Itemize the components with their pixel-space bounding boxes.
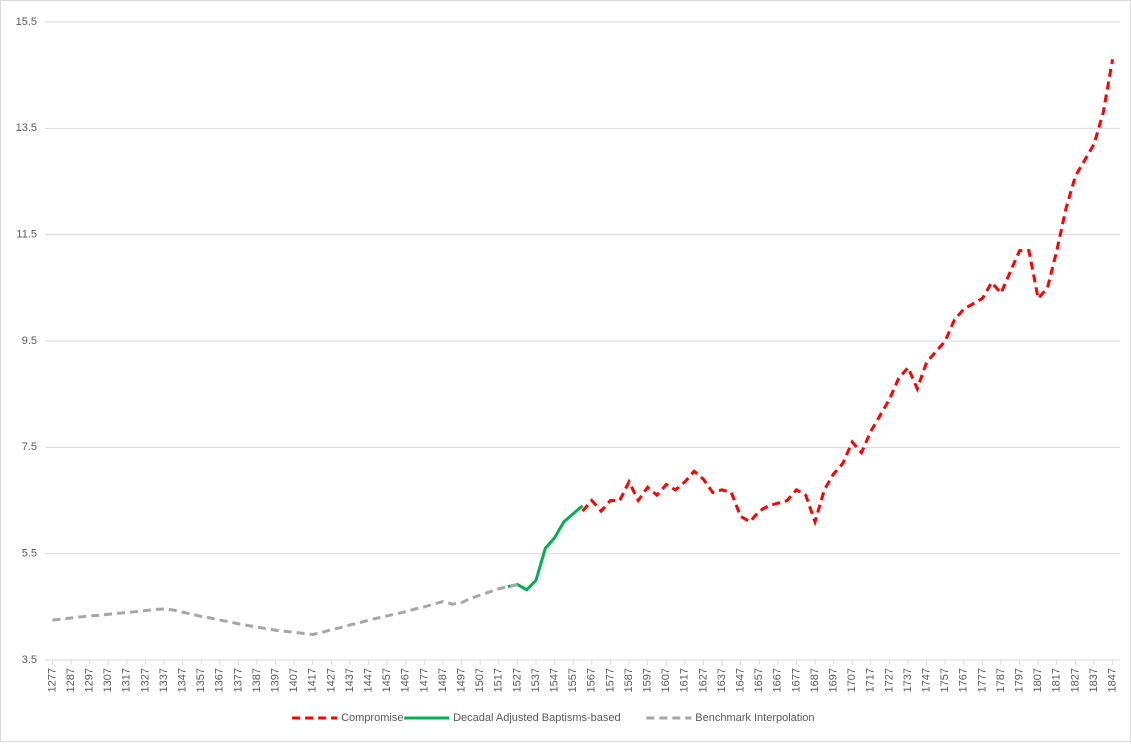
x-tick-label: 1307 xyxy=(102,668,114,692)
y-tick-label: 9.5 xyxy=(22,335,37,347)
x-tick-label: 1777 xyxy=(976,668,988,692)
x-tick-label: 1727 xyxy=(883,668,895,692)
x-tick-label: 1337 xyxy=(158,668,170,692)
x-tick-label: 1627 xyxy=(697,668,709,692)
x-tick-label: 1527 xyxy=(511,668,523,692)
x-tick-label: 1357 xyxy=(195,668,207,692)
x-tick-label: 1657 xyxy=(753,668,765,692)
x-tick-label: 1677 xyxy=(790,668,802,692)
x-tick-label: 1587 xyxy=(623,668,635,692)
y-tick-label: 7.5 xyxy=(22,441,37,453)
x-tick-label: 1717 xyxy=(865,668,877,692)
x-tick-label: 1787 xyxy=(995,668,1007,692)
legend-label: Compromise xyxy=(341,712,403,724)
legend-label: Benchmark Interpolation xyxy=(695,712,814,724)
x-tick-label: 1537 xyxy=(530,668,542,692)
x-tick-label: 1667 xyxy=(772,668,784,692)
x-tick-label: 1497 xyxy=(456,668,468,692)
x-tick-label: 1797 xyxy=(1013,668,1025,692)
x-tick-label: 1607 xyxy=(660,668,672,692)
series-line xyxy=(52,583,518,636)
x-tick-label: 1447 xyxy=(363,668,375,692)
x-tick-label: 1837 xyxy=(1088,668,1100,692)
x-tick-label: 1407 xyxy=(288,668,300,692)
x-tick-label: 1697 xyxy=(827,668,839,692)
x-tick-label: 1377 xyxy=(232,668,244,692)
x-tick-label: 1547 xyxy=(549,668,561,692)
x-tick-label: 1757 xyxy=(939,668,951,692)
x-tick-label: 1577 xyxy=(604,668,616,692)
x-tick-label: 1277 xyxy=(46,668,58,692)
x-tick-label: 1707 xyxy=(846,668,858,692)
x-tick-label: 1517 xyxy=(493,668,505,692)
series-line xyxy=(507,504,584,592)
x-tick-label: 1417 xyxy=(307,668,319,692)
y-tick-label: 3.5 xyxy=(22,654,37,666)
x-tick-label: 1687 xyxy=(809,668,821,692)
x-tick-label: 1817 xyxy=(1051,668,1063,692)
x-tick-label: 1287 xyxy=(65,668,77,692)
series-line xyxy=(581,58,1115,527)
x-tick-label: 1327 xyxy=(139,668,151,692)
x-tick-label: 1297 xyxy=(84,668,96,692)
x-tick-label: 1477 xyxy=(418,668,430,692)
x-tick-label: 1767 xyxy=(958,668,970,692)
x-tick-label: 1807 xyxy=(1032,668,1044,692)
x-tick-label: 1427 xyxy=(325,668,337,692)
x-tick-label: 1437 xyxy=(344,668,356,692)
x-tick-label: 1647 xyxy=(734,668,746,692)
x-tick-label: 1747 xyxy=(920,668,932,692)
x-tick-label: 1827 xyxy=(1069,668,1081,692)
x-tick-label: 1557 xyxy=(567,668,579,692)
x-tick-label: 1637 xyxy=(716,668,728,692)
y-tick-label: 13.5 xyxy=(16,122,37,134)
y-tick-label: 11.5 xyxy=(16,229,37,241)
x-tick-label: 1387 xyxy=(251,668,263,692)
x-tick-label: 1597 xyxy=(642,668,654,692)
x-tick-label: 1367 xyxy=(214,668,226,692)
x-tick-label: 1487 xyxy=(437,668,449,692)
x-tick-label: 1397 xyxy=(270,668,282,692)
legend-label: Decadal Adjusted Baptisms-based xyxy=(453,712,621,724)
x-tick-label: 1507 xyxy=(474,668,486,692)
x-tick-label: 1567 xyxy=(586,668,598,692)
x-tick-label: 1467 xyxy=(400,668,412,692)
y-tick-label: 5.5 xyxy=(22,548,37,560)
x-tick-label: 1617 xyxy=(679,668,691,692)
y-tick-label: 15.5 xyxy=(16,16,37,28)
x-tick-label: 1737 xyxy=(902,668,914,692)
x-tick-label: 1847 xyxy=(1106,668,1118,692)
x-tick-label: 1347 xyxy=(177,668,189,692)
x-tick-label: 1317 xyxy=(121,668,133,692)
x-tick-label: 1457 xyxy=(381,668,393,692)
